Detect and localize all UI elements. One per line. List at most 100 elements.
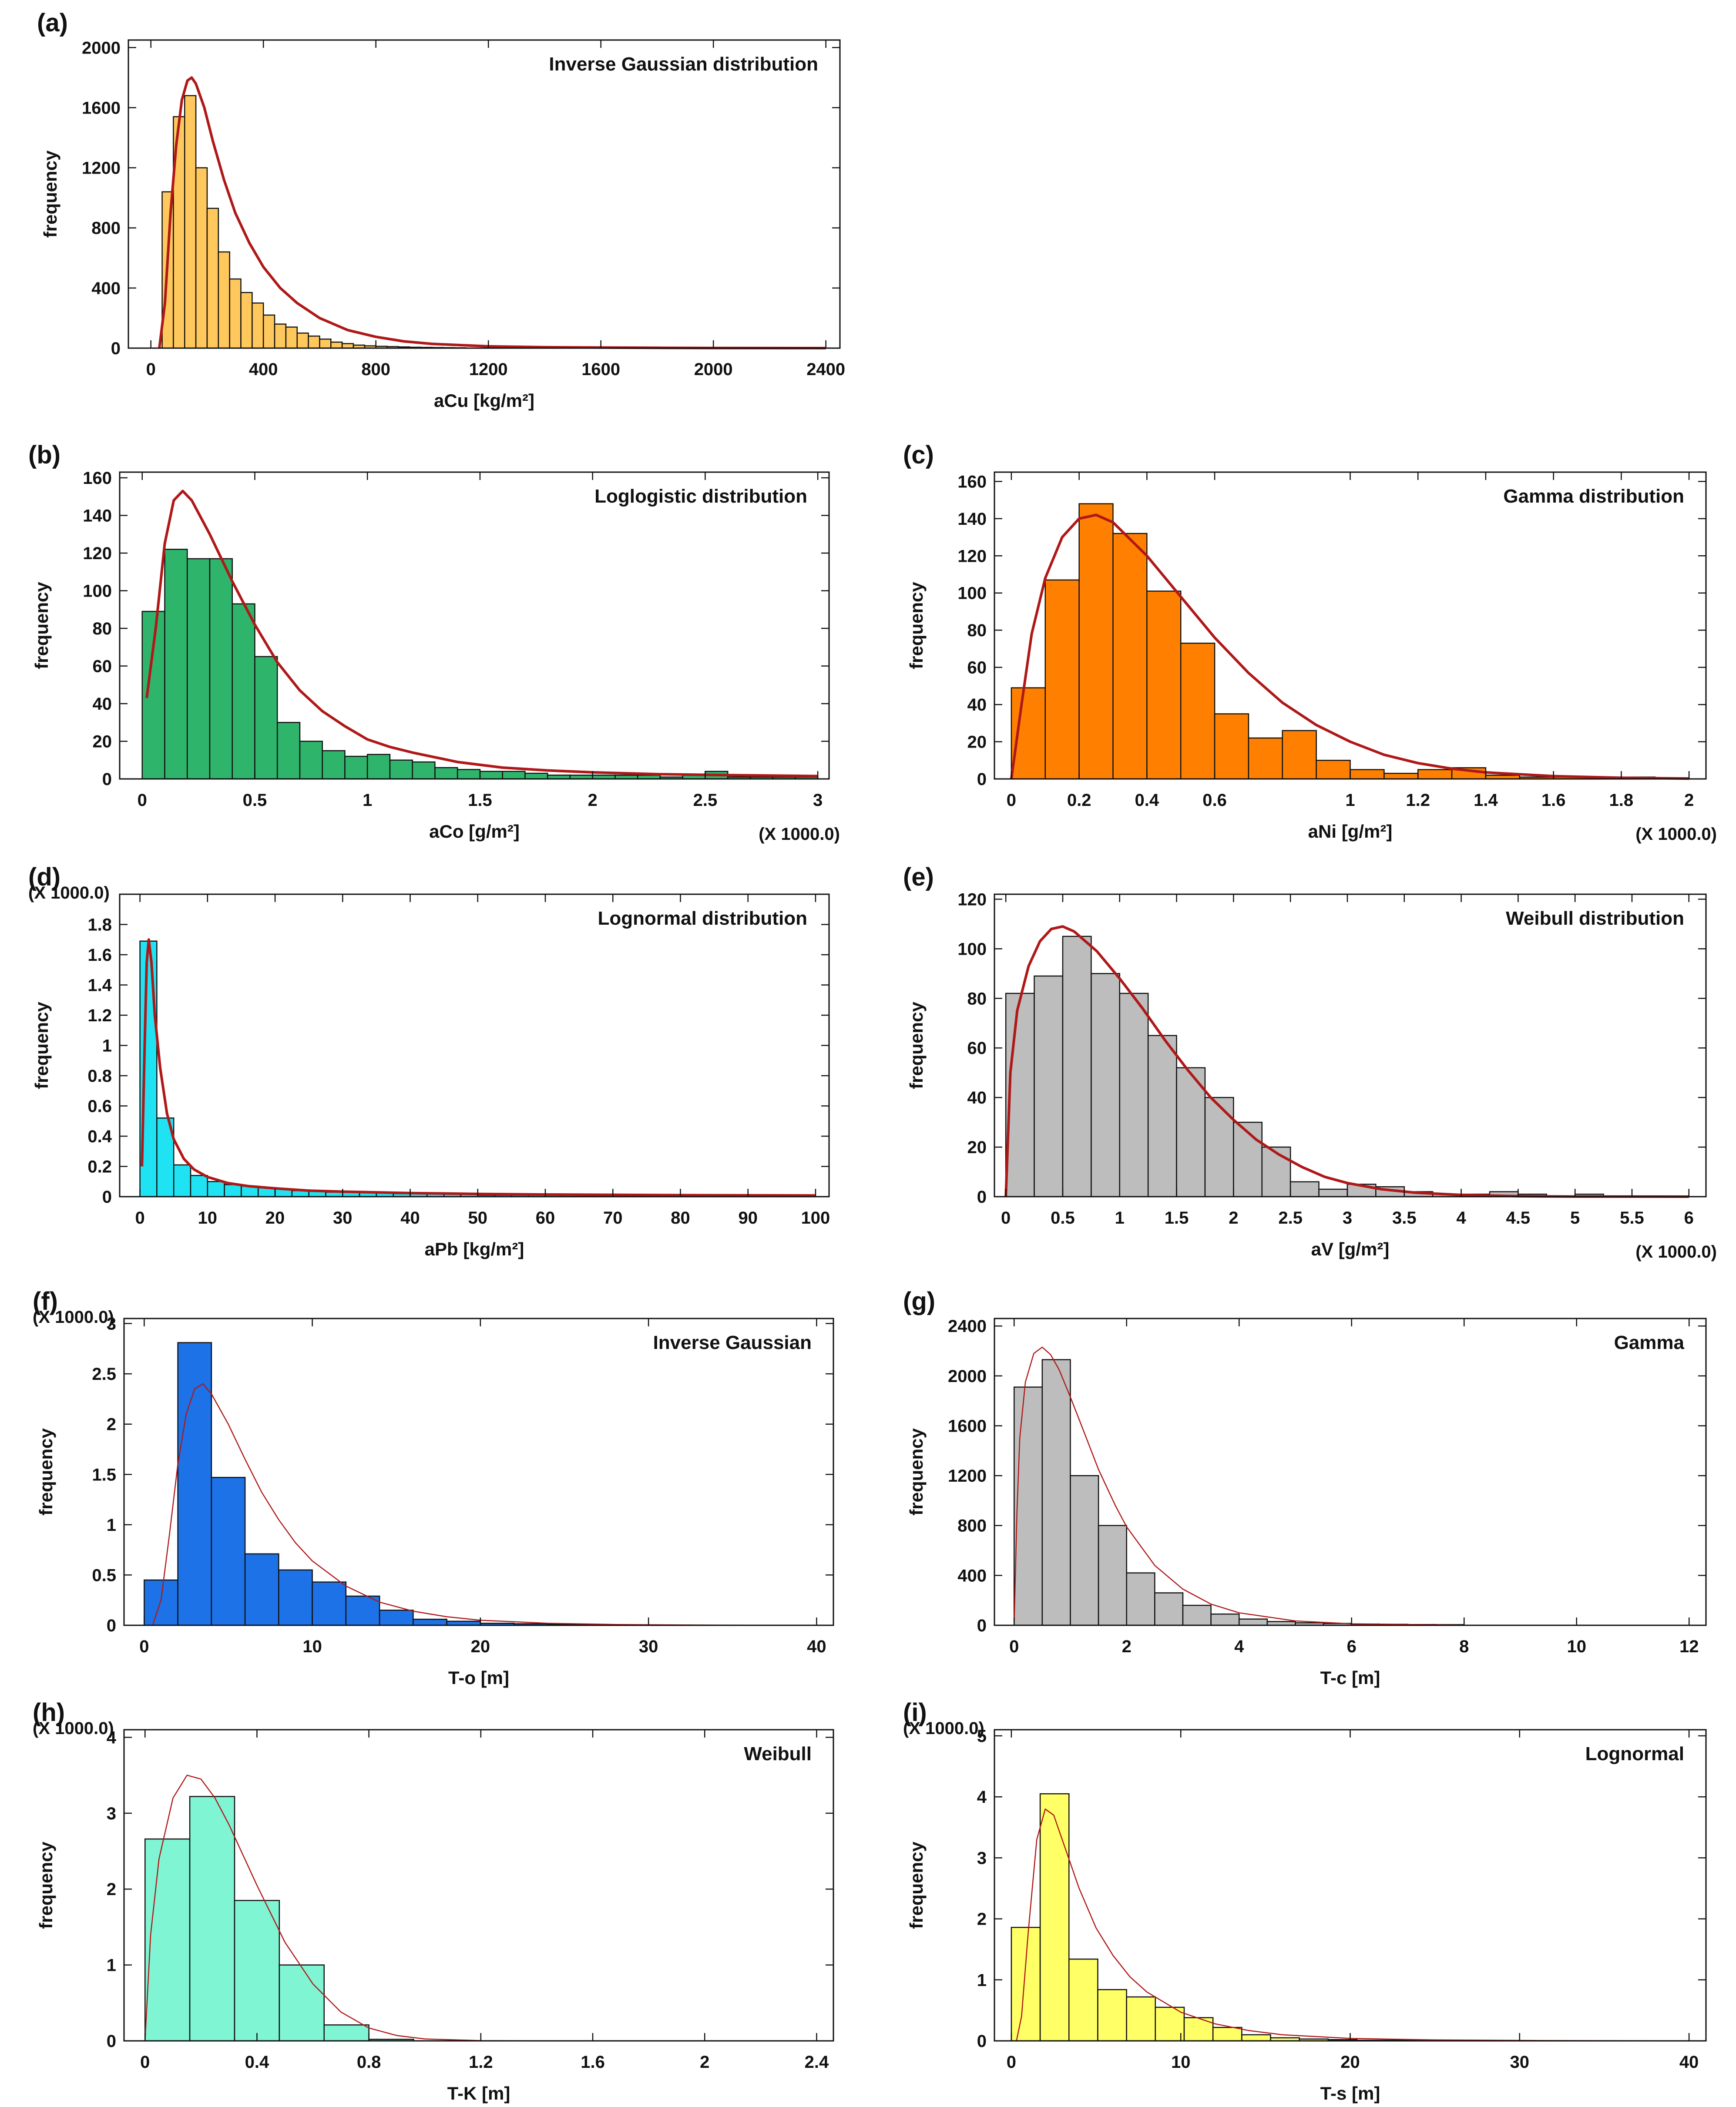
histogram-bar (319, 339, 332, 349)
x-tick-label: 40 (807, 1637, 826, 1656)
y-tick-label: 0 (977, 1188, 987, 1207)
y-tick-label: 0 (111, 339, 121, 358)
y-multiplier-label: (X 1000.0) (33, 1719, 114, 1738)
histogram-bar (232, 603, 255, 780)
y-tick-label: 0 (977, 2032, 987, 2051)
x-tick-label: 60 (536, 1208, 555, 1228)
x-tick-label: 80 (671, 1208, 690, 1228)
chart-panel-f: 0 10 20 30 40 0 0.5 1 1.5 2 2.5 3 (f) Inverse Gaussia… (33, 1287, 834, 1688)
x-tick-label: 30 (1510, 2053, 1530, 2072)
y-tick-label: 400 (957, 1566, 987, 1585)
x-tick-label: 400 (249, 360, 278, 379)
x-tick-label: 4 (1456, 1208, 1466, 1228)
y-tick-label: 2400 (948, 1317, 987, 1336)
histogram-bar (173, 1164, 191, 1198)
histogram-bar (1091, 973, 1121, 1198)
y-multiplier-label: (X 1000.0) (33, 1308, 114, 1327)
plot-frame (119, 471, 830, 780)
y-tick-label: 0 (977, 1616, 987, 1635)
histogram-bar (1210, 1613, 1240, 1626)
chart-panel-g: 0 2 4 6 8 10 12 0 400 800 1200 1600 2000 2400 (g) Gamma… (903, 1287, 1707, 1688)
plot-frame (123, 1729, 834, 2042)
x-axis-title: aPb [kg/m²] (425, 1239, 524, 1259)
x-tick-label: 1 (363, 791, 372, 810)
x-tick-label: 800 (361, 360, 390, 379)
histogram-bar (1180, 642, 1216, 780)
x-tick-label: 0 (1007, 791, 1016, 810)
histogram-bar (209, 558, 233, 780)
histogram-bar (1098, 1525, 1127, 1626)
x-tick-label: 2.5 (1278, 1208, 1303, 1228)
distribution-title: Gamma (1614, 1332, 1685, 1353)
x-axis-title: T-c [m] (1320, 1667, 1380, 1688)
y-tick-label: 3 (107, 1804, 116, 1823)
fitted-curve (1013, 1346, 1689, 1626)
histogram-bar (244, 1553, 279, 1626)
histogram-bar (218, 251, 230, 349)
x-tick-label: 3 (813, 791, 823, 810)
fitted-curve (145, 490, 818, 778)
y-tick-label: 1.6 (87, 946, 112, 965)
x-tick-label: 70 (603, 1208, 623, 1228)
x-tick-label: 0.2 (1067, 791, 1091, 810)
y-tick-label: 0 (107, 1616, 116, 1635)
y-tick-label: 120 (83, 544, 112, 563)
fitted-curve (158, 76, 826, 349)
histogram-bar (1212, 2026, 1242, 2042)
x-tick-label: 1 (1115, 1208, 1125, 1228)
histogram-bar (1350, 769, 1385, 780)
histogram-bar (323, 2024, 369, 2042)
y-tick-label: 0 (102, 1188, 112, 1207)
y-tick-label: 0 (977, 770, 987, 789)
y-tick-label: 400 (91, 279, 121, 298)
panel-label: (b) (28, 441, 60, 469)
x-tick-label: 0.4 (245, 2053, 269, 2072)
y-tick-label: 60 (93, 657, 112, 676)
histogram-bar (1241, 2034, 1271, 2042)
histogram-bar (1041, 1359, 1071, 1626)
x-tick-label: 40 (400, 1208, 420, 1228)
x-tick-label: 2 (1229, 1208, 1238, 1228)
histogram-bar (1013, 1386, 1043, 1626)
y-tick-label: 60 (967, 1039, 987, 1058)
y-tick-label: 100 (957, 939, 987, 959)
x-tick-label: 0 (135, 1208, 144, 1228)
x-tick-label: 1.8 (1609, 791, 1634, 810)
x-axis-title: aCu [kg/m²] (434, 390, 534, 411)
y-axis-title: frequency (36, 1841, 56, 1929)
histogram-bar (524, 772, 548, 780)
histogram-bar (252, 302, 264, 349)
panel-label: (d) (28, 863, 60, 891)
x-axis-title: aV [g/m²] (1311, 1239, 1390, 1259)
x-tick-label: 0.6 (1202, 791, 1227, 810)
y-tick-label: 1600 (82, 98, 121, 117)
y-tick-label: 160 (957, 472, 987, 491)
x-tick-label: 2.5 (693, 791, 718, 810)
y-tick-label: 40 (93, 695, 112, 714)
y-tick-label: 2 (107, 1415, 116, 1434)
panel-label: (h) (33, 1698, 65, 1727)
histogram-bar (276, 721, 301, 780)
x-tick-label: 0 (139, 1637, 149, 1656)
x-tick-label: 4 (1234, 1637, 1244, 1656)
chart-panel-a: 0 400 800 1200 1600 2000 2400 0 400 800 1200 1600 20… (37, 9, 845, 411)
histogram-bar (234, 1900, 280, 2042)
distribution-title: Lognormal (1585, 1743, 1684, 1765)
panel-label: (c) (903, 441, 934, 469)
x-tick-label: 20 (471, 1637, 490, 1656)
x-tick-label: 1.5 (468, 791, 492, 810)
x-tick-label: 2 (700, 2053, 709, 2072)
y-tick-label: 1 (107, 1516, 116, 1535)
y-tick-label: 1 (977, 1971, 987, 1990)
histogram-bar (1068, 1958, 1098, 2042)
y-tick-label: 80 (93, 619, 112, 638)
distribution-title: Gamma distribution (1503, 486, 1684, 507)
x-tick-label: 10 (1567, 1637, 1586, 1656)
x-tick-label: 0.5 (1051, 1208, 1075, 1228)
y-tick-label: 0.8 (87, 1067, 112, 1086)
histogram-bar (479, 771, 503, 780)
histogram-bar (177, 1342, 212, 1626)
y-tick-label: 100 (957, 584, 987, 603)
x-tick-label: 40 (1679, 2053, 1699, 2072)
